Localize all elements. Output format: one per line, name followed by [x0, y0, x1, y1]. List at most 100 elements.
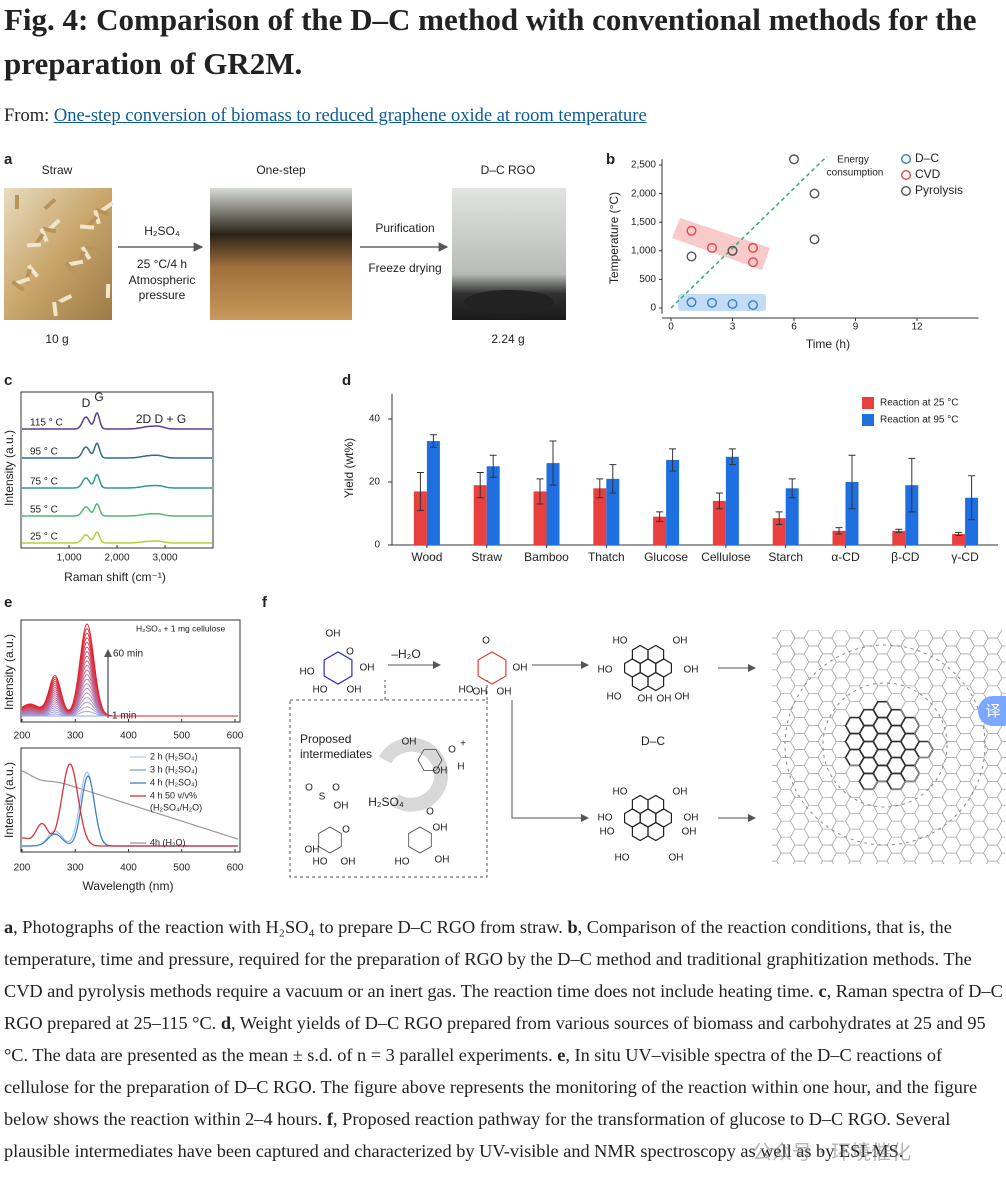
lattice-cell: [845, 860, 865, 864]
lattice-cell: [983, 637, 1003, 655]
data-point: [789, 154, 800, 165]
error-bar: [596, 478, 604, 499]
data-point: [809, 234, 820, 245]
x-tick-label: 300: [67, 863, 84, 874]
caption-letter: d: [220, 1013, 231, 1033]
error-bar: [429, 434, 437, 448]
lattice-cell: [927, 844, 948, 862]
lattice-cell: [831, 804, 851, 822]
lattice-cell: [803, 852, 824, 864]
photo-label: Straw: [42, 163, 73, 177]
ring: [647, 821, 665, 842]
x-tick-label: 400: [120, 731, 137, 742]
lattice-cell: [900, 812, 920, 830]
lattice-cell: [955, 781, 975, 798]
atom-label: OH: [433, 823, 448, 834]
lattice-cell: [941, 804, 962, 822]
ring: [318, 826, 342, 854]
temperature-label: 115 ° C: [30, 418, 63, 429]
lattice-cell: [803, 645, 824, 663]
x-tick-label: 600: [227, 863, 244, 874]
caption-letter: a: [4, 917, 14, 937]
bar: [593, 488, 607, 545]
x-tick-label: 9: [853, 322, 859, 333]
atom-label: OH: [305, 845, 320, 856]
lattice-cell: [789, 765, 810, 782]
condition-label: H₂SO₄: [144, 224, 180, 238]
lattice-cell: [772, 860, 782, 864]
legend-label: Pyrolysis: [915, 183, 963, 197]
legend-label: 4h (H₂O): [150, 837, 186, 847]
panel-letter: d: [342, 372, 351, 389]
legend-label: 4 h (H₂SO₄): [150, 777, 198, 787]
bar: [725, 456, 739, 545]
lattice-cell: [914, 852, 934, 864]
lattice-cell: [845, 828, 865, 846]
x-tick-label: 3,000: [152, 553, 177, 564]
lattice-cell: [872, 796, 893, 814]
lattice-cell: [955, 685, 975, 703]
straw-piece: [41, 226, 57, 234]
lattice-cell: [955, 701, 975, 718]
lattice-cell: [845, 812, 865, 830]
bar: [666, 459, 680, 545]
straw-piece: [52, 298, 68, 310]
lattice-cell: [859, 885, 877, 900]
data-point: [686, 297, 697, 308]
x-tick-label: γ-CD: [951, 550, 979, 564]
condition-label: pressure: [139, 288, 186, 302]
straw-piece: [105, 283, 111, 299]
cvd-region: [672, 218, 770, 270]
atom-label: OH: [326, 629, 341, 640]
lattice-cell: [817, 844, 837, 862]
error-bar: [549, 440, 557, 486]
lattice-cell: [900, 860, 920, 864]
lattice-cell: [927, 637, 948, 655]
lattice-cell: [956, 877, 974, 893]
lattice-cell: [928, 877, 946, 893]
caption-text: , Photographs of the reaction with H₂SO₄…: [13, 917, 568, 937]
lattice-cell: [942, 885, 960, 900]
lattice-cell: [955, 733, 975, 750]
atom-label: O: [482, 636, 490, 647]
article-link[interactable]: One-step conversion of biomass to reduce…: [53, 106, 647, 126]
lattice-cell: [915, 869, 933, 885]
lattice-cell: [772, 701, 782, 718]
x-tick-label: 400: [120, 863, 137, 874]
straw-piece: [43, 197, 57, 211]
legend-label: (H₂SO₄/H₂O): [150, 802, 202, 812]
straw-piece: [93, 209, 101, 225]
atom-label: HO: [598, 813, 613, 824]
caption-letter: b: [567, 917, 578, 937]
lattice-cell: [817, 653, 837, 671]
annotation: H₂SO₄ + 1 mg cellulose: [136, 623, 225, 633]
x-tick-label: 1,000: [56, 553, 81, 564]
translate-button[interactable]: 译: [978, 696, 1006, 726]
lattice-cell: [777, 869, 795, 885]
lattice-cell: [955, 637, 975, 655]
lattice-cell: [983, 781, 1003, 798]
lattice-cell: [997, 885, 1006, 900]
straw-piece: [100, 201, 114, 213]
bar: [426, 441, 440, 545]
lattice-cell: [983, 669, 1003, 687]
peak-label: D: [82, 396, 91, 410]
lattice-cell: [927, 669, 948, 687]
lattice-cell: [886, 804, 906, 822]
lattice-cell: [776, 757, 796, 774]
atom-label: HO: [600, 827, 615, 838]
legend-label: 4 h 50 v/v%: [150, 790, 197, 800]
legend-label: 3 h (H₂SO₄): [150, 764, 198, 774]
lattice-cell: [789, 733, 810, 750]
lattice-cell: [941, 709, 962, 726]
x-tick-label: β-CD: [891, 550, 920, 564]
uv-spectrum: [21, 770, 239, 840]
ring: [647, 671, 665, 692]
lattice-cell: [886, 836, 906, 854]
lattice-cell: [845, 637, 865, 655]
caption-text: , In situ UV–visible spectra of the D–C …: [4, 1045, 978, 1129]
lattice-cell: [927, 796, 948, 814]
lattice-cell: [776, 645, 796, 663]
ring: [647, 794, 665, 815]
lattice-cell: [831, 661, 851, 679]
